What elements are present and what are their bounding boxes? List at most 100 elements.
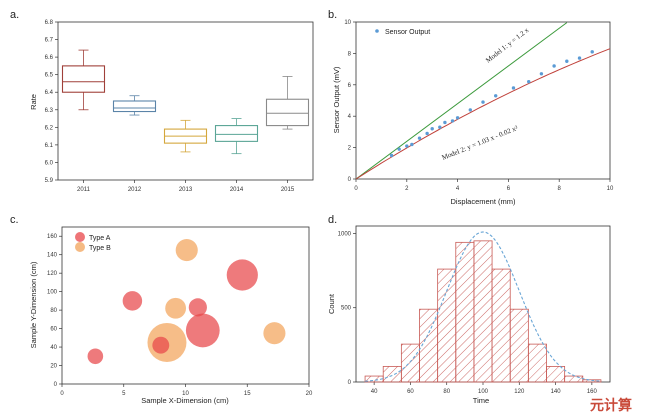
panel-a-xtick-label: 2011: [77, 187, 91, 193]
panel-c-ytick-label: 140: [47, 253, 58, 259]
panel-a-box: [265, 98, 310, 127]
panel-c-bubble: [165, 297, 187, 319]
panel-d-xtick-label: 120: [514, 389, 525, 395]
panel-c-xtick-label: 0: [60, 391, 64, 397]
panel-c-legend-label-b: Type B: [89, 245, 111, 252]
panel-c-xlabel: Sample X-Dimension (cm): [141, 396, 229, 405]
panel-a-ytick-label: 6.5: [45, 73, 54, 79]
panel-d-histogram-bar: [437, 268, 457, 383]
panel-b-model2-label: Model 2: y = 1.03 x - 0.02 x²: [441, 124, 519, 162]
panel-a-ytick-label: 6.3: [45, 108, 54, 114]
panel-b-sensor-point: [443, 120, 447, 125]
panel-c-ytick-label: 20: [50, 364, 57, 370]
panel-d-ytick-label: 500: [341, 306, 352, 312]
panel-c-ytick-label: 100: [47, 290, 58, 296]
panel-c-xtick-label: 20: [306, 391, 313, 397]
panel-b-letter: b.: [328, 9, 337, 21]
panel-b-sensor-point: [494, 94, 498, 98]
panel-a-ytick-label: 6.7: [45, 38, 54, 44]
panel-b-model1-line: [355, 22, 568, 180]
panel-d-ylabel: Count: [327, 293, 336, 314]
panel-b-sensor-point: [590, 50, 594, 54]
panel-c-bubble-plot: Sample X-Dimension (cm) Sample Y-Dimensi…: [29, 226, 313, 405]
panel-c-bubble: [152, 336, 170, 354]
panel-b-sensor-point: [430, 127, 434, 131]
panel-a-xtick-label: 2015: [281, 187, 295, 193]
panel-b-sensor-point: [397, 147, 401, 151]
panel-b-ytick-label: 2: [348, 146, 352, 152]
panel-b-sensor-point: [410, 142, 414, 147]
panel-b-sensor-point: [552, 64, 556, 68]
panel-a-box: [214, 125, 259, 142]
panel-b-sensor-point: [539, 72, 544, 76]
panel-a-ytick-label: 6.4: [45, 90, 54, 96]
panel-b-sensor-point: [565, 59, 569, 63]
panel-c-bubble: [122, 291, 143, 311]
panel-d-histogram-bar: [491, 268, 511, 383]
panel-b-model1-label: Model 1: y = 1.2 x: [484, 26, 530, 65]
panel-c-bubble: [226, 259, 258, 291]
panel-b-sensor-point: [481, 100, 485, 104]
panel-d-ytick-label: 0: [348, 380, 352, 386]
panel-c-ylabel: Sample Y-Dimension (cm): [29, 261, 38, 348]
panel-c-bubble: [175, 239, 198, 262]
panel-d-letter: d.: [328, 214, 337, 226]
panel-b-xtick-label: 2: [405, 186, 409, 192]
panel-c-bubble: [185, 313, 220, 348]
panel-a-xtick-label: 2013: [179, 187, 193, 193]
panel-b-legend-label: Sensor Output: [385, 29, 430, 36]
panel-a-ytick-label: 5.9: [45, 178, 54, 184]
panel-b-ytick-label: 10: [344, 20, 351, 26]
panel-d-ytick-label: 1000: [338, 231, 352, 237]
panel-b-sensor-point: [438, 125, 442, 129]
panel-c-legend-label-a: Type A: [89, 235, 111, 242]
panel-c-ytick-label: 60: [50, 327, 57, 333]
panel-b-model2-curve: [355, 48, 611, 180]
panel-b-sensor-plot: Displacement (mm) Sensor Output (mV) Sen…: [332, 20, 614, 206]
panel-b-sensor-point: [455, 116, 460, 120]
panel-b-xtick-label: 0: [354, 186, 358, 192]
panel-c-xtick-label: 15: [244, 391, 251, 397]
panel-b-sensor-point: [527, 79, 531, 84]
panel-b-sensor-point: [511, 86, 516, 90]
panel-d-xtick-label: 100: [478, 389, 489, 395]
panel-b-ylabel: Sensor Output (mV): [332, 66, 341, 133]
panel-b-xlabel: Displacement (mm): [450, 197, 516, 206]
panel-a-box: [61, 65, 106, 93]
panel-a-boxplot: Rate 5.9 6.0 6.1 6.2 6.3 6.4 6.5 6.6 6.7 6.8 2011 2…: [29, 20, 314, 193]
panel-a-ytick-label: 6.6: [45, 55, 54, 61]
panel-c-ytick-label: 40: [50, 345, 57, 351]
panel-a-ylabel: Rate: [29, 94, 38, 110]
panel-b-ytick-label: 6: [348, 83, 352, 89]
panel-d-xtick-label: 160: [587, 389, 598, 395]
panel-a-ytick-label: 6.1: [45, 143, 54, 149]
panel-b-frame: [355, 21, 611, 180]
panel-d-xtick-label: 140: [551, 389, 562, 395]
panel-a-letter: a.: [10, 9, 19, 21]
panel-c-legend-marker-b: [75, 242, 85, 252]
panel-d-histogram-bar: [546, 365, 566, 383]
panel-c-ytick-label: 80: [50, 308, 57, 314]
panel-a-ytick-label: 6.0: [45, 160, 54, 166]
panel-b-xtick-label: 10: [607, 186, 614, 192]
panel-c-ytick-label: 120: [47, 271, 58, 277]
panel-c-ytick-label: 160: [47, 234, 58, 240]
panel-d-histogram: Time Count 40 60 80 100 120 140 160 0 500 1000: [327, 225, 611, 405]
panel-c-xtick-label: 5: [122, 391, 126, 397]
panel-b-xtick-label: 8: [558, 186, 562, 192]
panel-b-xtick-label: 4: [456, 186, 460, 192]
panel-d-xtick-label: 80: [443, 389, 450, 395]
panel-d-histogram-bar: [400, 343, 420, 383]
panel-d-xlabel: Time: [473, 396, 489, 405]
panel-a-ytick-label: 6.8: [45, 20, 54, 26]
watermark-logo: 元计算: [590, 397, 632, 414]
panel-a-xtick-label: 2014: [230, 187, 244, 193]
panel-d-histogram-bar: [509, 308, 529, 383]
panel-c-bubble: [263, 322, 286, 345]
panel-c-bubble: [87, 348, 104, 365]
panel-d-histogram-bar: [527, 343, 547, 383]
panel-d-xtick-label: 40: [371, 389, 378, 395]
panel-d-histogram-bar: [473, 240, 493, 383]
panel-d-histogram-bar: [382, 365, 402, 383]
